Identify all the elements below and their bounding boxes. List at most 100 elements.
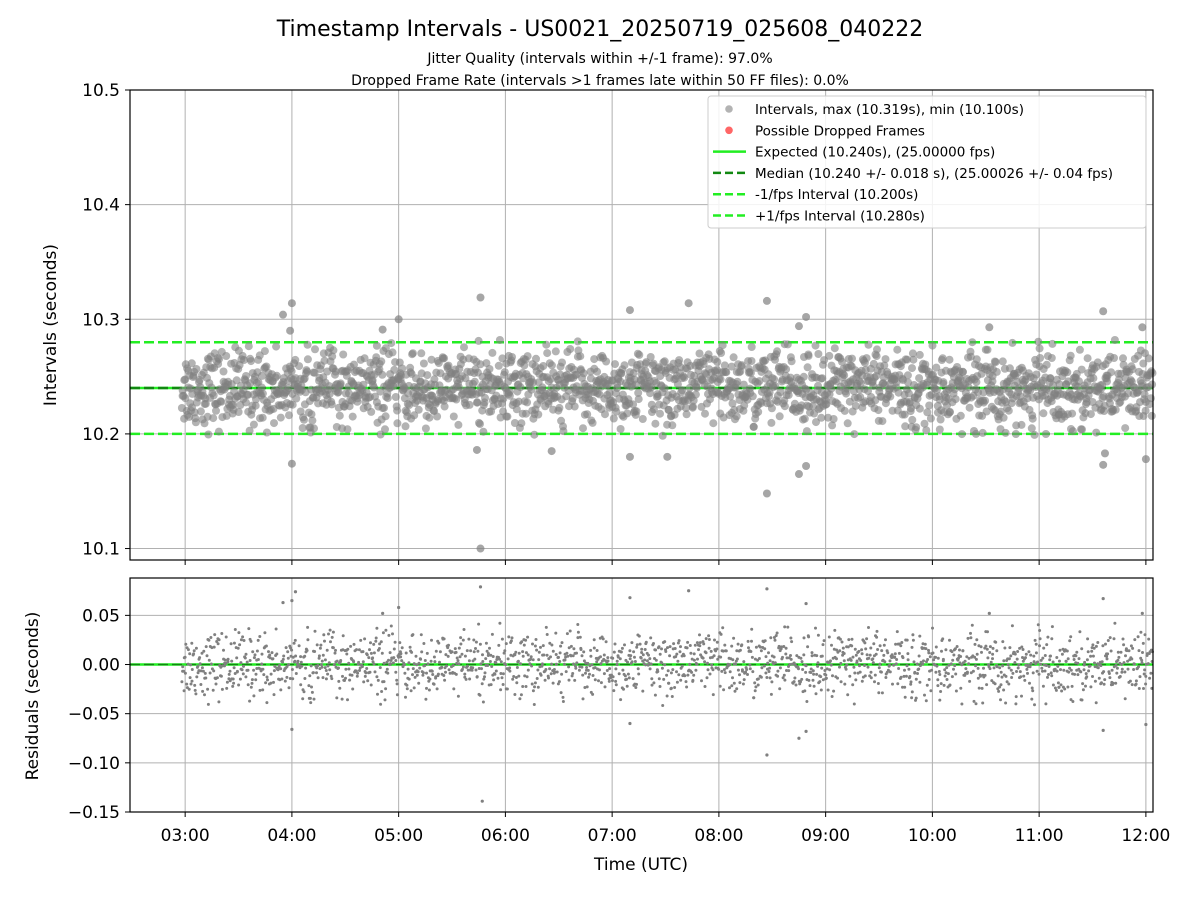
interval-point [830, 344, 839, 353]
residual-point [1016, 666, 1020, 670]
residual-point [985, 647, 989, 651]
residual-point [753, 681, 757, 685]
residual-point [940, 649, 943, 653]
residual-point [988, 645, 992, 649]
residual-point [676, 659, 680, 663]
interval-point [517, 419, 526, 428]
interval-point [583, 410, 592, 419]
legend-label: Intervals, max (10.319s), min (10.100s) [755, 102, 1024, 118]
residual-point [981, 701, 985, 705]
residual-point [698, 633, 701, 637]
residual-point [496, 676, 500, 680]
residual-point [233, 628, 237, 631]
residual-point [376, 692, 379, 696]
residual-point [224, 635, 228, 639]
residual-point [742, 660, 746, 664]
residual-point [850, 644, 854, 648]
residual-point [670, 695, 674, 698]
residual-point [900, 641, 904, 644]
residual-point [554, 662, 558, 666]
residual-point [300, 664, 304, 668]
residual-point [738, 673, 741, 677]
interval-point [675, 356, 684, 365]
residual-point [204, 645, 208, 649]
interval-point [579, 369, 588, 378]
residual-point [841, 646, 845, 650]
residual-point [382, 680, 386, 684]
interval-point [682, 404, 690, 412]
residual-point [843, 682, 847, 686]
residual-point [929, 689, 933, 693]
residual-point [643, 658, 647, 662]
residual-point [1043, 654, 1047, 657]
residual-point [529, 655, 533, 659]
residual-point [792, 661, 796, 665]
interval-point [660, 384, 669, 393]
residual-point [486, 664, 490, 667]
residual-point [369, 683, 373, 687]
residual-point [1089, 654, 1093, 658]
residual-point [1026, 671, 1029, 675]
residual-point [768, 659, 772, 663]
residual-point [802, 653, 806, 657]
residual-point [606, 659, 610, 663]
residual-point [513, 693, 517, 696]
residual-point [675, 680, 679, 684]
residual-point [183, 655, 187, 659]
residual-point [909, 682, 913, 686]
residual-point [209, 662, 213, 666]
residual-point [1023, 678, 1027, 682]
interval-point [262, 362, 271, 371]
residual-point [1130, 657, 1134, 661]
residual-point [744, 670, 748, 674]
residual-point [277, 664, 281, 667]
residual-point [637, 672, 641, 676]
interval-point [508, 353, 516, 361]
residual-point [752, 696, 756, 700]
residual-point [412, 686, 416, 690]
interval-point [717, 349, 726, 357]
residual-point [405, 683, 409, 687]
residual-point [783, 625, 787, 629]
interval-point [767, 418, 776, 427]
residual-point [939, 682, 943, 686]
residual-point [249, 685, 253, 689]
residual-point [565, 651, 569, 655]
residual-point [696, 657, 699, 661]
residual-point [788, 663, 792, 666]
residual-point [635, 643, 639, 647]
residual-point [435, 687, 439, 691]
residual-point [784, 652, 788, 656]
residual-point [883, 660, 887, 664]
interval-point [1075, 377, 1083, 386]
residual-point [1028, 681, 1031, 685]
residual-point [225, 686, 229, 690]
residual-point [181, 665, 185, 669]
residual-point [630, 660, 634, 664]
residual-point [568, 629, 572, 633]
residual-point [583, 686, 587, 689]
interval-outlier-point [794, 470, 803, 479]
bottom-ytick-label: −0.15 [68, 803, 120, 823]
residual-point [991, 652, 995, 656]
residual-point [1074, 654, 1078, 658]
residual-point [1072, 658, 1076, 661]
residual-point [429, 659, 433, 663]
residual-point [880, 691, 884, 695]
residual-point [745, 668, 749, 671]
residual-point [614, 683, 618, 687]
interval-point [423, 371, 432, 380]
residual-point [461, 665, 465, 669]
residual-point [875, 635, 879, 639]
residual-point [1144, 674, 1148, 678]
residual-point [1001, 664, 1005, 668]
residual-point [452, 687, 456, 691]
residual-point [563, 658, 567, 662]
residual-point [360, 665, 364, 669]
residual-point [804, 670, 808, 674]
residual-outlier-point [1144, 722, 1148, 727]
residual-point [1111, 681, 1115, 685]
residual-point [828, 668, 832, 672]
residual-point [833, 628, 837, 632]
interval-point [219, 367, 228, 376]
